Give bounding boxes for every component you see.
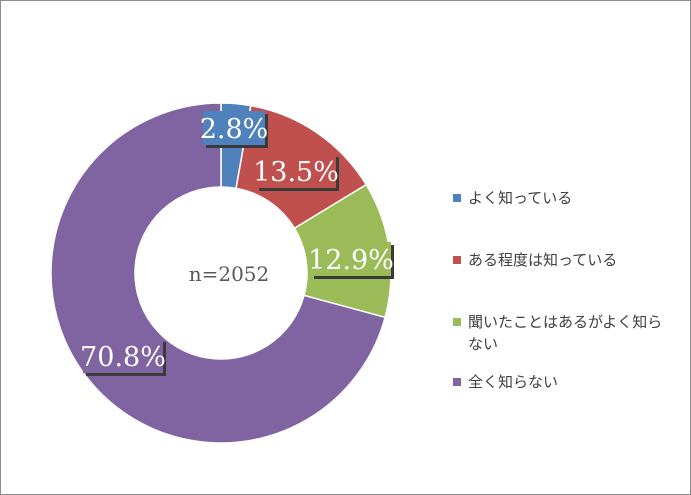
legend-label-1: ある程度は知っている [468, 251, 618, 269]
center-label: n=2052 [189, 262, 270, 286]
legend-label-3: 全く知らない [468, 373, 559, 391]
legend-item-2: 聞いたことはあるがよく知らない [453, 311, 673, 355]
data-label-0: 2.8% [200, 114, 269, 145]
data-label-box-1 [256, 154, 336, 188]
data-label-box-0 [203, 111, 265, 145]
data-label-1: 13.5% [253, 157, 339, 188]
legend-swatch-3 [453, 378, 461, 386]
legend-item-3: 全く知らない [453, 371, 673, 393]
legend-swatch-0 [453, 194, 461, 202]
data-labels: 2.8% 13.5% 12.9% 70.8% [80, 111, 394, 376]
data-label-box-2 [311, 242, 391, 276]
data-label-3: 70.8% [80, 342, 166, 373]
legend-item-0: よく知っている [453, 187, 673, 209]
data-label-2: 12.9% [308, 245, 394, 276]
legend-label-0: よく知っている [468, 189, 573, 207]
data-label-box-3 [83, 339, 163, 373]
legend-swatch-2 [453, 318, 461, 326]
legend-item-1: ある程度は知っている [453, 249, 673, 271]
legend-swatch-1 [453, 256, 461, 264]
legend-label-2: 聞いたことはあるがよく知らない [468, 313, 663, 353]
